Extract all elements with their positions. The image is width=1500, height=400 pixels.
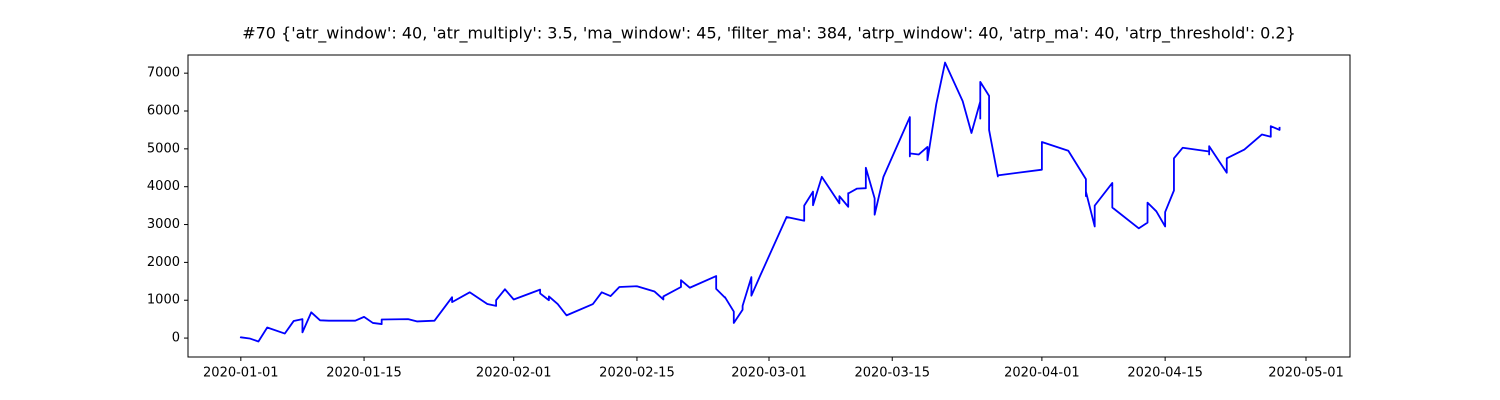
y-tick-label: 0 xyxy=(172,331,180,346)
x-tick-label: 2020-03-15 xyxy=(854,366,930,381)
x-tick-label: 2020-03-01 xyxy=(731,366,807,381)
y-tick-label: 7000 xyxy=(147,66,180,81)
data-line xyxy=(239,61,1281,343)
y-tick-label: 2000 xyxy=(147,255,180,270)
x-tick-label: 2020-01-01 xyxy=(203,366,279,381)
plot-frame xyxy=(187,54,1351,358)
y-tick-label: 1000 xyxy=(147,293,180,308)
y-tick-label: 5000 xyxy=(147,141,180,156)
x-tick-label: 2020-02-15 xyxy=(599,366,675,381)
x-tick-label: 2020-04-01 xyxy=(1004,366,1080,381)
chart-title: #70 {'atr_window': 40, 'atr_multiply': 3… xyxy=(242,24,1296,44)
y-tick-label: 3000 xyxy=(147,217,180,232)
x-tick-label: 2020-02-01 xyxy=(476,366,552,381)
x-tick-label: 2020-05-01 xyxy=(1268,366,1344,381)
y-tick-label: 4000 xyxy=(147,179,180,194)
x-tick-label: 2020-01-15 xyxy=(326,366,402,381)
y-tick-label: 6000 xyxy=(147,104,180,119)
x-tick-label: 2020-04-15 xyxy=(1127,366,1203,381)
